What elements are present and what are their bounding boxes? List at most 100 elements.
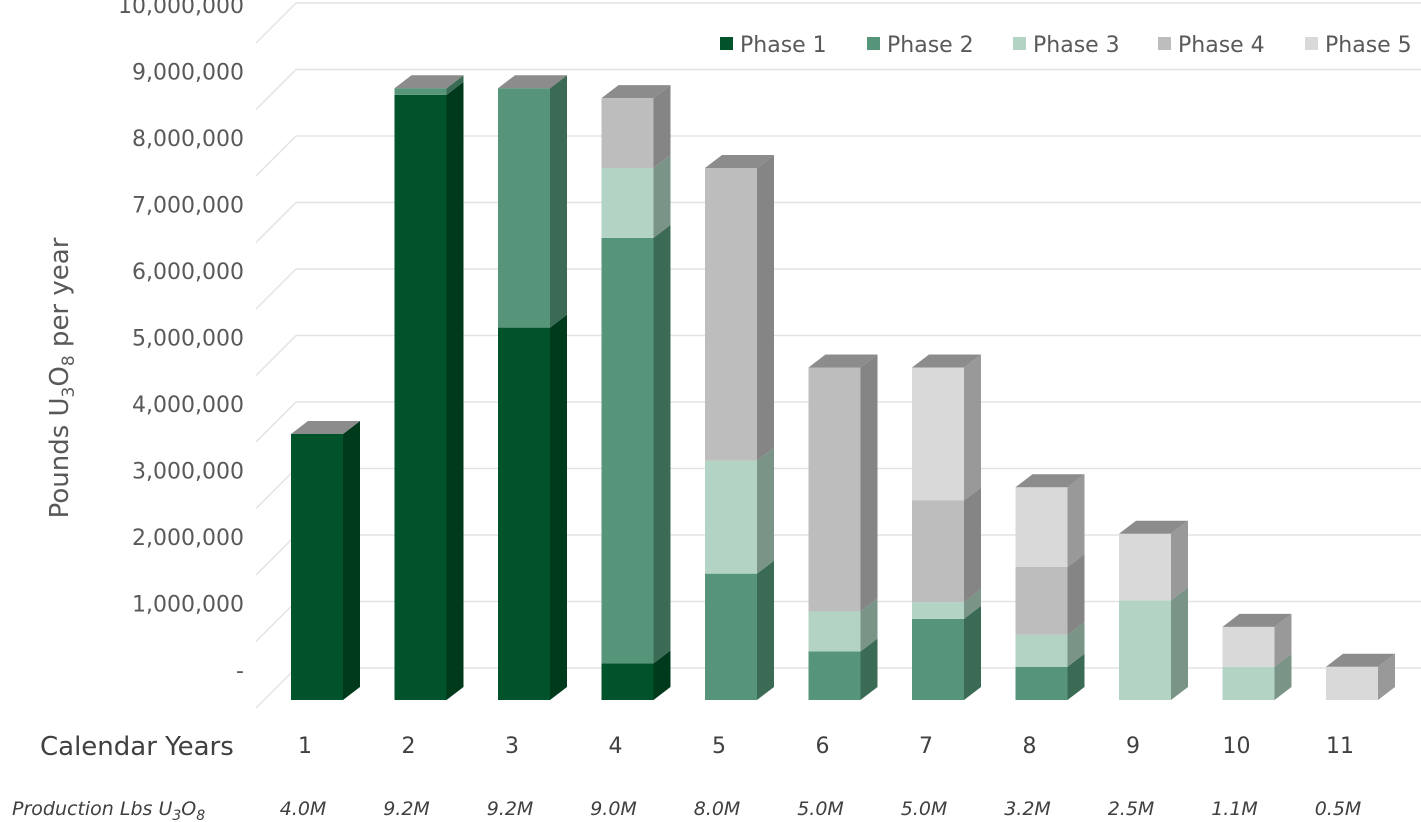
bar-4-phase-1 (601, 663, 654, 700)
bar-side-7-phase-4 (964, 487, 981, 603)
legend-label-4: Phase 4 (1178, 33, 1265, 58)
production-value-4: 9.0M (590, 798, 637, 820)
bar-top-11 (1326, 653, 1395, 667)
legend-label-2: Phase 2 (887, 33, 974, 58)
bar-side-1-phase-1 (343, 421, 360, 700)
y-tick-label-3: 3,000,000 (132, 460, 244, 485)
bar-side-10-phase-3 (1274, 653, 1292, 700)
bar-6-phase-4 (808, 367, 861, 612)
bar-top-4 (601, 85, 671, 99)
legend-label-5: Phase 5 (1325, 33, 1412, 58)
bar-9-phase-5 (1119, 533, 1171, 601)
gridline-slant-2 (255, 534, 297, 576)
legend-label-1: Phase 1 (740, 33, 827, 58)
bar-top-1 (291, 421, 360, 434)
bar-11-phase-5 (1326, 666, 1378, 700)
bar-side-8-phase-4 (1067, 554, 1085, 635)
bar-2-phase-1 (394, 94, 447, 701)
bar-5-phase-4 (705, 168, 757, 461)
y-axis-title-sub2: 8 (59, 355, 79, 366)
x-category-label-5: 5 (712, 734, 726, 759)
y-axis-title-sub1: 3 (59, 387, 79, 398)
legend-swatch-2 (867, 37, 880, 50)
bar-10-phase-3 (1222, 666, 1275, 700)
production-label-main: Production Lbs U (12, 798, 172, 820)
bar-side-7-phase-2 (964, 605, 981, 700)
bar-side-4-phase-3 (653, 155, 671, 238)
legend-swatch-5 (1305, 37, 1318, 50)
bar-8-phase-5 (1015, 487, 1068, 567)
legend-swatch-4 (1158, 37, 1171, 50)
production-value-11: 0.5M (1315, 798, 1362, 820)
production-values: 4.0M 9.2M 9.2M 9.0M 8.0M 5.0M 5.0M 3.2M 2.5M 1.1M… (280, 798, 1362, 820)
x-axis-categories: 1 2 3 4 5 6 7 8 9 10 11 (298, 734, 1354, 759)
production-label-sub1: 3 (172, 808, 181, 822)
y-tick-label-1: 1,000,000 (132, 593, 244, 618)
y-tick-label-0: - (236, 659, 244, 684)
x-category-label-11: 11 (1326, 734, 1354, 759)
bars (291, 75, 1395, 701)
x-axis-title: Calendar Years (40, 732, 234, 762)
bar-side-6-phase-3 (860, 598, 878, 652)
y-axis-title-tail: per year (45, 237, 75, 355)
x-category-label-4: 4 (609, 734, 623, 759)
y-axis-title-main: Pounds U (45, 397, 75, 518)
production-label-sub2: 8 (196, 808, 205, 822)
bar-4-phase-3 (601, 168, 654, 238)
production-label-mid: O (181, 798, 196, 820)
production-value-3: 9.2M (487, 798, 534, 820)
y-tick-label-7: 7,000,000 (132, 194, 244, 219)
bar-top-6 (808, 354, 878, 368)
y-axis-title: Pounds U3O8 per year (45, 237, 79, 518)
production-value-1: 4.0M (280, 798, 327, 820)
bar-7-phase-5 (912, 367, 964, 501)
legend: Phase 1 Phase 2 Phase 3 Phase 4 Phase 5 (720, 33, 1412, 58)
y-tick-label-4: 4,000,000 (132, 393, 244, 418)
bar-7-phase-3 (912, 602, 964, 619)
bar-3-phase-1 (498, 327, 550, 700)
production-label: Production Lbs U3O8 (12, 798, 205, 822)
bar-side-5-phase-2 (757, 560, 774, 700)
bar-8-phase-4 (1015, 567, 1068, 635)
bar-9-phase-3 (1119, 600, 1171, 700)
y-tick-label-2: 2,000,000 (132, 526, 244, 551)
bar-side-11-phase-5 (1378, 653, 1395, 700)
bar-3-phase-2 (498, 88, 550, 328)
production-value-7: 5.0M (901, 798, 948, 820)
bar-side-4-phase-2 (653, 224, 671, 664)
bar-5-phase-2 (705, 573, 757, 700)
gridline-slant-10 (255, 2, 297, 44)
bar-10-phase-5 (1222, 626, 1275, 667)
bar-side-10-phase-5 (1274, 613, 1292, 667)
y-tick-label-5: 5,000,000 (132, 327, 244, 352)
legend-label-3: Phase 3 (1033, 33, 1120, 58)
gridline-slant-1 (255, 600, 297, 643)
gridline-slant-9 (255, 68, 297, 111)
bar-top-7 (912, 354, 981, 368)
x-category-label-1: 1 (298, 734, 312, 759)
bar-top-5 (705, 155, 774, 168)
x-category-label-9: 9 (1126, 734, 1140, 759)
gridline-slant-4 (255, 401, 297, 443)
bar-7-phase-4 (912, 500, 964, 603)
bar-2-phase-2 (394, 88, 447, 95)
bar-7-phase-2 (912, 618, 964, 700)
bar-side-2-phase-2 (446, 75, 464, 95)
bar-side-3-phase-2 (550, 75, 567, 328)
bar-side-7-phase-5 (964, 354, 981, 501)
production-value-5: 8.0M (694, 798, 741, 820)
gridline-slant-3 (255, 467, 297, 510)
bar-side-7-phase-3 (964, 589, 981, 619)
x-category-label-2: 2 (402, 734, 416, 759)
y-tick-label-9: 9,000,000 (132, 61, 244, 86)
y-tick-label-6: 6,000,000 (132, 260, 244, 285)
x-category-label-6: 6 (816, 734, 830, 759)
gridline-slant-5 (255, 334, 297, 377)
x-category-label-3: 3 (505, 734, 519, 759)
bar-top-3 (498, 75, 567, 89)
bar-side-2-phase-1 (446, 81, 464, 701)
bar-side-6-phase-4 (860, 354, 878, 612)
gridline-slant-7 (255, 201, 297, 244)
production-value-9: 2.5M (1108, 798, 1155, 820)
